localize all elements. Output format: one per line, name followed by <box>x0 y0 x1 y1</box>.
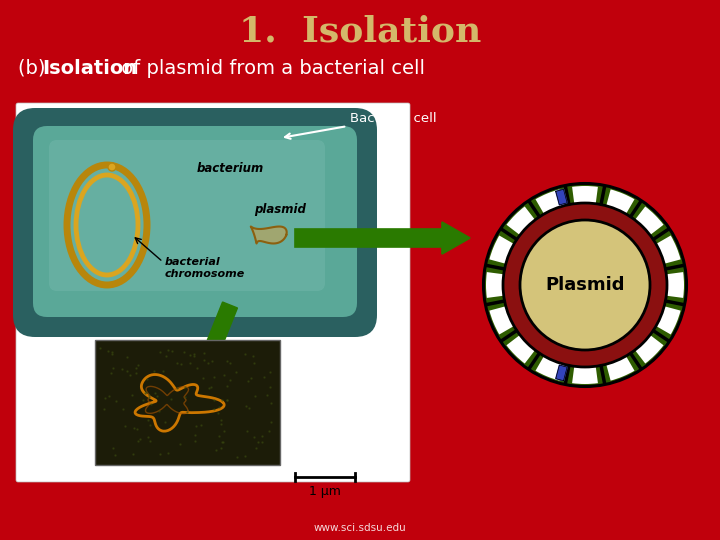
Wedge shape <box>656 235 680 264</box>
Text: 1 μm: 1 μm <box>309 484 341 497</box>
Wedge shape <box>606 356 634 381</box>
Text: plasmid: plasmid <box>254 204 306 217</box>
Text: Plasmid: Plasmid <box>545 276 625 294</box>
Text: www.sci.sdsu.edu: www.sci.sdsu.edu <box>314 523 406 533</box>
Wedge shape <box>572 186 598 204</box>
Text: Bacterial cell: Bacterial cell <box>285 111 436 139</box>
Text: 1.  Isolation: 1. Isolation <box>239 15 481 49</box>
Circle shape <box>520 220 650 350</box>
FancyBboxPatch shape <box>33 126 357 317</box>
Text: bacterium: bacterium <box>197 161 264 174</box>
FancyArrow shape <box>185 302 238 405</box>
Text: (b): (b) <box>18 58 52 78</box>
Wedge shape <box>666 272 684 298</box>
Polygon shape <box>251 226 287 244</box>
Wedge shape <box>536 190 564 214</box>
FancyBboxPatch shape <box>49 140 325 291</box>
Polygon shape <box>556 365 567 381</box>
Wedge shape <box>490 235 514 264</box>
Circle shape <box>503 203 667 367</box>
Wedge shape <box>490 306 514 334</box>
Circle shape <box>483 183 687 387</box>
Text: Isolation: Isolation <box>42 58 138 78</box>
Wedge shape <box>572 366 598 384</box>
Wedge shape <box>635 335 664 363</box>
FancyBboxPatch shape <box>16 103 410 482</box>
FancyArrow shape <box>295 222 470 254</box>
Text: bacterial
chromosome: bacterial chromosome <box>165 257 246 279</box>
Wedge shape <box>635 206 664 235</box>
Wedge shape <box>536 356 564 381</box>
Wedge shape <box>486 272 504 298</box>
Polygon shape <box>556 190 567 205</box>
Wedge shape <box>656 306 680 334</box>
Wedge shape <box>506 206 535 235</box>
Wedge shape <box>506 335 535 363</box>
FancyBboxPatch shape <box>13 108 377 337</box>
Circle shape <box>108 163 116 171</box>
Text: of plasmid from a bacterial cell: of plasmid from a bacterial cell <box>115 58 425 78</box>
Bar <box>95 340 280 465</box>
Wedge shape <box>606 190 634 214</box>
Circle shape <box>485 185 685 385</box>
